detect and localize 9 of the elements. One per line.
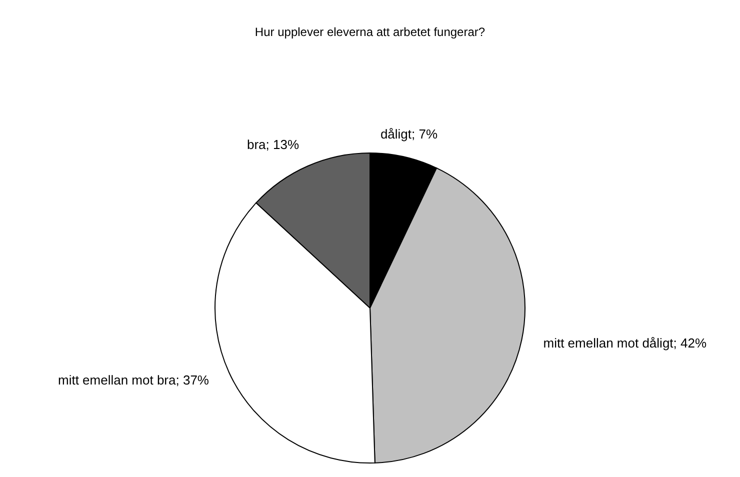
data-label: ; 7% <box>412 126 438 142</box>
data-label: ; 13% <box>266 137 300 152</box>
data-label: ; 42% <box>673 336 707 351</box>
slice-label: mitt emellan mot bra <box>58 372 177 388</box>
slice-label: dåligt <box>380 126 412 142</box>
data-label: ; 37% <box>176 372 210 388</box>
chart-title: Hur upplever eleverna att arbetet fungerar? <box>254 25 486 39</box>
slice-label: bra <box>246 137 267 152</box>
slice-label: mitt emellan mot dåligt <box>543 336 674 351</box>
